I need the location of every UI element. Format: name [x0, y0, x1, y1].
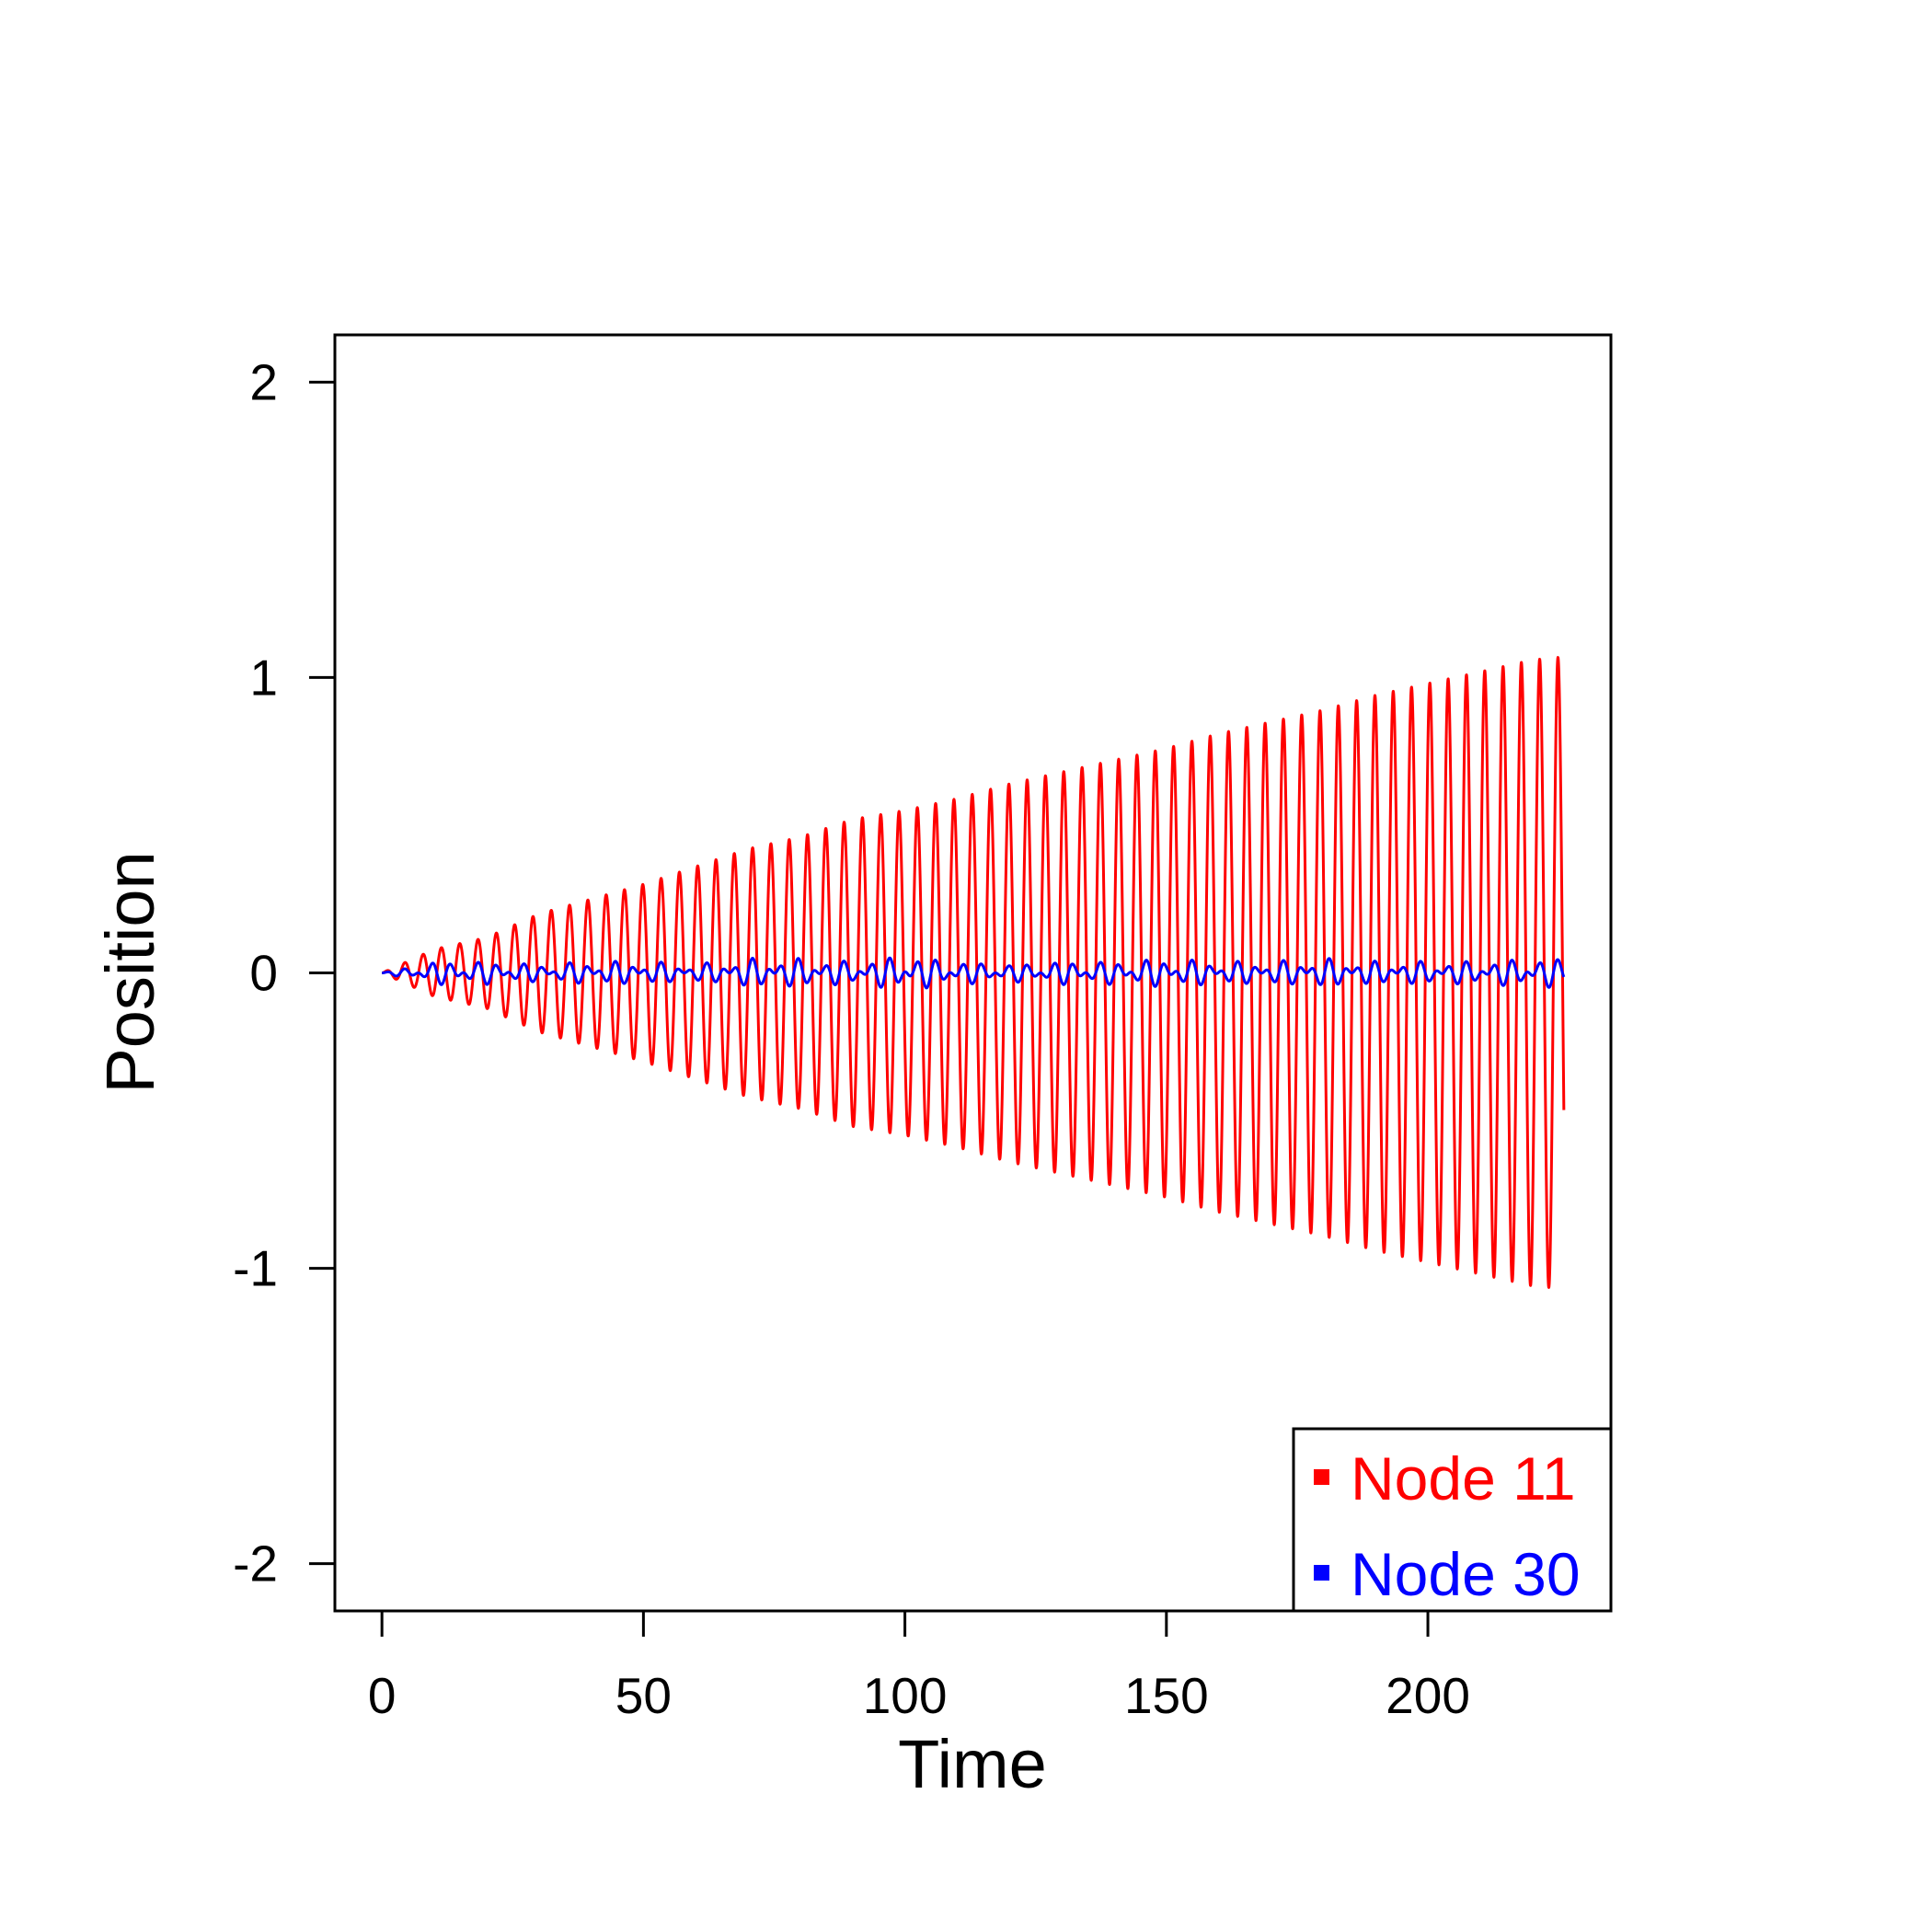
legend-label-node-30: Node 30 [1351, 1540, 1581, 1608]
legend: Node 11 Node 30 [1292, 1427, 1613, 1613]
legend-key-node-11 [1314, 1469, 1329, 1485]
x-tick-label: 100 [863, 1667, 948, 1724]
x-tick-label: 50 [615, 1667, 672, 1724]
x-tick-label: 150 [1124, 1667, 1209, 1724]
legend-key-node-30 [1314, 1565, 1329, 1581]
x-axis: 0 50 100 150 200 [368, 1609, 1470, 1724]
y-tick-label: -1 [233, 1240, 278, 1297]
x-tick-label: 0 [368, 1667, 397, 1724]
legend-box [1292, 1427, 1613, 1613]
series-layer [380, 656, 1566, 1289]
x-tick-label: 200 [1386, 1667, 1470, 1724]
y-tick-label: 1 [249, 649, 278, 706]
series-line-node-30 [380, 956, 1566, 990]
x-axis-label: Time [898, 1726, 1047, 1802]
series-line-node-11 [380, 656, 1566, 1289]
y-axis-label: Position [92, 851, 168, 1093]
y-axis: -2 -1 0 1 2 [233, 353, 337, 1593]
y-tick-label: 0 [249, 945, 278, 1002]
y-tick-label: -2 [233, 1535, 278, 1593]
y-tick-label: 2 [249, 353, 278, 410]
legend-label-node-11: Node 11 [1351, 1444, 1576, 1512]
